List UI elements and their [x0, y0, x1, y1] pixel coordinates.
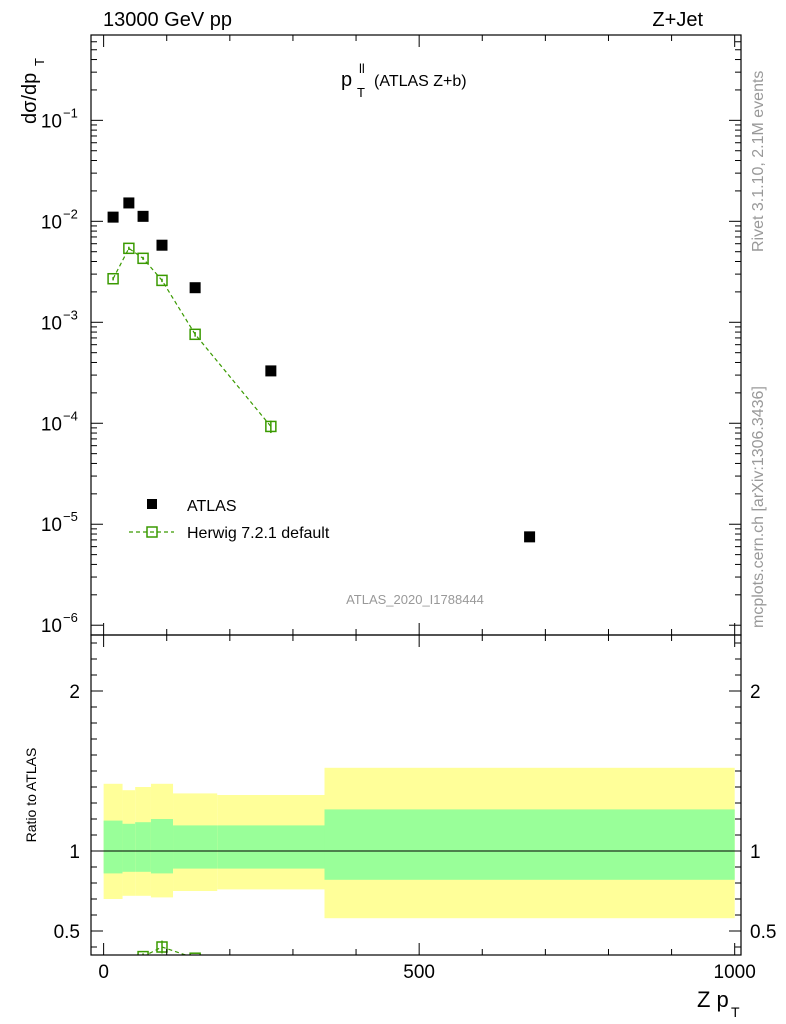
y-tick-exponent: −1 — [63, 105, 78, 120]
x-tick-label: 0 — [98, 962, 109, 983]
main-ylabel: dσ/dp T — [19, 58, 47, 124]
ratio-y-tick-label-right: 2 — [750, 682, 761, 703]
y-tick-label: 10 — [41, 616, 62, 637]
analysis-watermark: ATLAS_2020_I1788444 — [346, 592, 484, 607]
ratio-herwig-point — [137, 950, 149, 955]
herwig-point — [265, 420, 277, 433]
ratio-band-inner — [122, 823, 136, 872]
y-tick-exponent: −6 — [63, 610, 78, 625]
main-series — [107, 197, 536, 543]
ratio-band-inner — [150, 819, 174, 874]
ratio-y-tick-label-right: 1 — [750, 842, 761, 863]
herwig-point — [189, 328, 201, 341]
y-tick-label: 10 — [41, 111, 62, 132]
main-frame — [90, 34, 742, 636]
ratio-band-inner — [173, 825, 218, 869]
y-tick-exponent: −4 — [63, 408, 78, 423]
atlas-point — [137, 210, 149, 222]
main-ylabel-sub: T — [32, 58, 47, 66]
main-ylabel-text: dσ/dp — [19, 73, 41, 124]
ratio-band-inner — [217, 825, 325, 869]
herwig-point — [156, 274, 168, 287]
mcplots-label: mcplots.cern.ch [arXiv:1306.3436] — [750, 386, 767, 628]
legend-atlas-marker — [147, 499, 157, 509]
atlas-point — [156, 239, 168, 251]
y-tick-label: 10 — [41, 515, 62, 536]
ratio-ylabel: Ratio to ATLAS — [23, 748, 39, 843]
atlas-point — [524, 531, 536, 543]
legend-herwig-label: Herwig 7.2.1 default — [187, 525, 330, 542]
main-title: p ll T (ATLAS Z+b) — [341, 61, 467, 100]
ratio-y-tick-label-right: 0.5 — [750, 922, 776, 943]
y-tick-label: 10 — [41, 212, 62, 233]
herwig-point — [123, 242, 135, 255]
atlas-point — [123, 197, 135, 209]
legend-herwig-marker — [146, 526, 158, 538]
x-axis-label-sub: T — [731, 1004, 740, 1020]
herwig-point — [107, 272, 119, 285]
ratio-series — [137, 940, 201, 955]
main-title-p: p — [341, 69, 352, 91]
ratio-bands — [91, 767, 741, 919]
herwig-line — [112, 247, 272, 427]
y-tick-label: 10 — [41, 313, 62, 334]
ratio-frame — [90, 634, 742, 956]
atlas-point — [189, 282, 201, 294]
process-label: Z+Jet — [652, 9, 703, 31]
y-tick-exponent: −3 — [63, 307, 78, 322]
x-axis-label: Z p T — [697, 987, 740, 1020]
x-tick-label: 1000 — [714, 962, 756, 983]
ratio-herwig-line — [144, 946, 188, 955]
rivet-label: Rivet 3.1.10, 2.1M events — [750, 71, 767, 252]
atlas-point — [265, 365, 277, 377]
x-tick-label: 500 — [403, 962, 435, 983]
ratio-y-tick-label: 0.5 — [54, 922, 80, 943]
x-axis-label-text: Z p — [697, 987, 729, 1012]
herwig-point — [137, 252, 149, 265]
main-title-sub: T — [357, 85, 365, 100]
ratio-band-inner — [135, 822, 151, 872]
ratio-band-inner — [103, 820, 123, 874]
legend-atlas-label: ATLAS — [187, 498, 237, 515]
main-title-rest: (ATLAS Z+b) — [374, 73, 467, 90]
ratio-y-tick-label: 1 — [69, 842, 80, 863]
y-tick-exponent: −2 — [63, 206, 78, 221]
main-title-sup: ll — [359, 61, 365, 76]
ratio-band-inner — [324, 809, 735, 880]
atlas-point — [107, 211, 119, 223]
ratio-herwig-group — [137, 940, 201, 955]
ratio-herwig-point — [156, 941, 168, 953]
legend: ATLAS Herwig 7.2.1 default — [129, 498, 330, 542]
ratio-y-tick-label: 2 — [69, 682, 80, 703]
y-tick-exponent: −5 — [63, 509, 78, 524]
y-tick-label: 10 — [41, 414, 62, 435]
collision-label: 13000 GeV pp — [103, 9, 232, 31]
ratio-herwig-point — [189, 952, 201, 955]
